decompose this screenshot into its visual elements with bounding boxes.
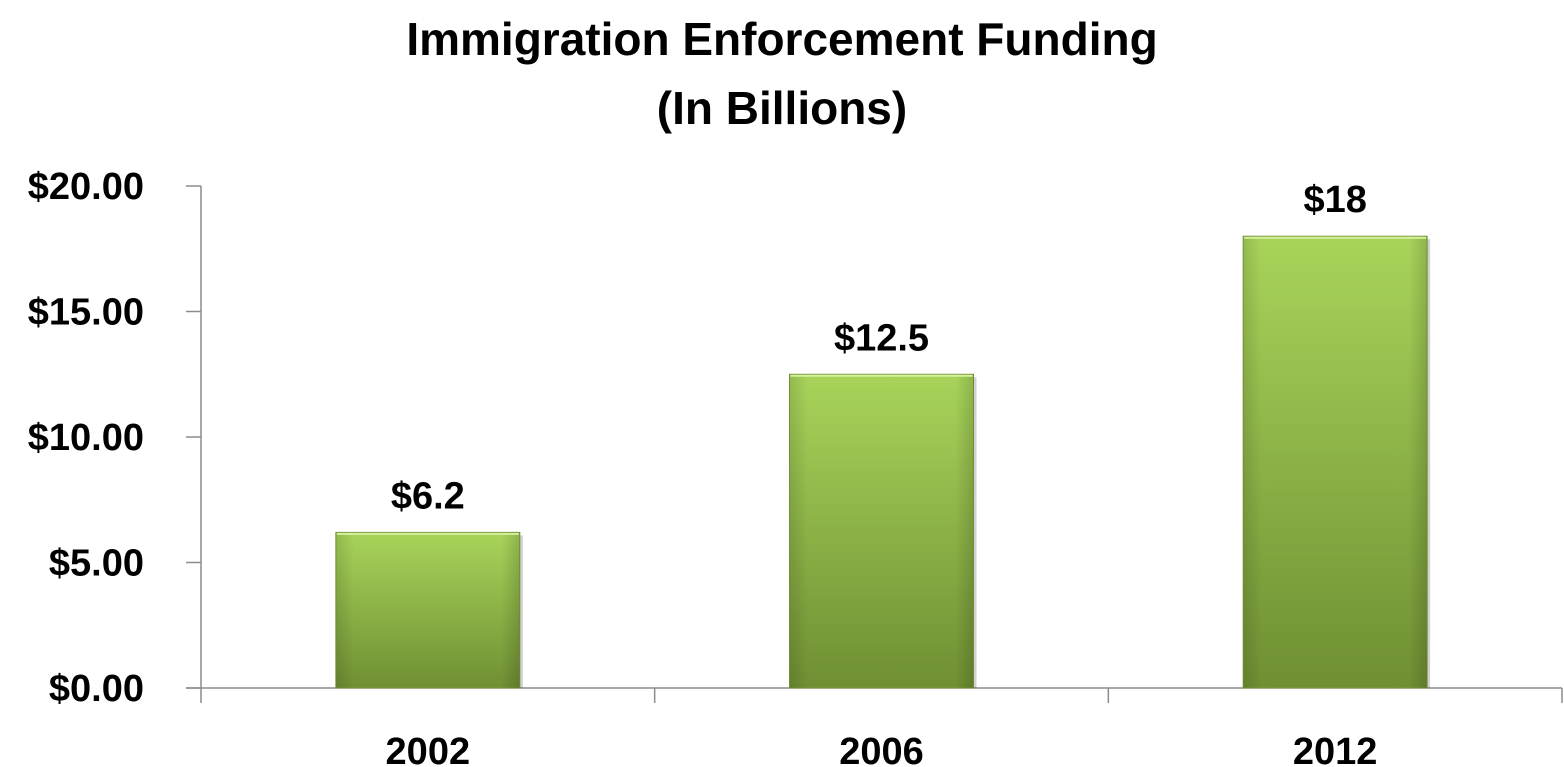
x-tick-label: 2012: [1293, 731, 1378, 767]
data-label: $12.5: [834, 317, 929, 359]
bar-bevel: [1243, 236, 1428, 688]
chart-title: Immigration Enforcement Funding: [406, 13, 1158, 65]
bar-bevel: [789, 374, 974, 688]
y-tick-label: $10.00: [28, 417, 144, 459]
x-tick-label: 2002: [386, 731, 471, 767]
y-tick-label: $20.00: [28, 166, 144, 208]
y-tick-label: $0.00: [49, 668, 144, 710]
chart-subtitle: (In Billions): [656, 82, 908, 134]
data-label: $18: [1303, 179, 1366, 221]
x-tick-label: 2006: [839, 731, 924, 767]
y-tick-label: $5.00: [49, 543, 144, 585]
data-label: $6.2: [391, 475, 465, 517]
y-tick-label: $15.00: [28, 292, 144, 334]
bar-bevel: [335, 532, 520, 688]
